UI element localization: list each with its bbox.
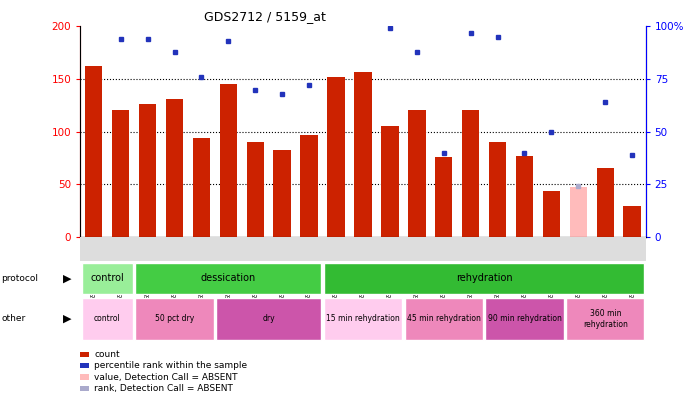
- Bar: [327, 77, 345, 237]
- Bar: [139, 104, 156, 237]
- Text: ▶: ▶: [63, 314, 71, 324]
- Bar: [516, 156, 533, 237]
- Bar: [85, 66, 103, 237]
- Bar: [566, 298, 644, 340]
- Bar: [462, 109, 480, 237]
- Bar: [82, 263, 133, 294]
- Text: count: count: [94, 350, 120, 359]
- Text: percentile rank within the sample: percentile rank within the sample: [94, 361, 247, 370]
- Bar: [324, 263, 644, 294]
- Bar: [246, 142, 264, 237]
- Bar: [435, 157, 452, 237]
- Bar: [324, 298, 402, 340]
- Bar: [489, 142, 506, 237]
- Bar: [623, 207, 641, 237]
- Bar: [193, 138, 210, 237]
- Text: control: control: [94, 314, 121, 324]
- Bar: [274, 149, 291, 237]
- Bar: [112, 109, 129, 237]
- Bar: [570, 188, 587, 237]
- Bar: [135, 298, 214, 340]
- Bar: [165, 99, 184, 237]
- Text: ▶: ▶: [63, 273, 71, 283]
- Text: 360 min
rehydration: 360 min rehydration: [583, 309, 628, 328]
- Bar: [408, 109, 426, 237]
- Bar: [354, 72, 372, 237]
- Bar: [542, 191, 560, 237]
- Text: rehydration: rehydration: [456, 273, 512, 283]
- Text: 45 min rehydration: 45 min rehydration: [407, 314, 481, 324]
- Bar: [216, 298, 321, 340]
- Text: other: other: [1, 314, 26, 324]
- Bar: [220, 84, 237, 237]
- Text: dessication: dessication: [201, 273, 256, 283]
- Text: dry: dry: [262, 314, 275, 324]
- Bar: [485, 298, 563, 340]
- Text: 90 min rehydration: 90 min rehydration: [488, 314, 561, 324]
- Text: 15 min rehydration: 15 min rehydration: [326, 314, 400, 324]
- Text: value, Detection Call = ABSENT: value, Detection Call = ABSENT: [94, 373, 238, 382]
- Text: GDS2712 / 5159_at: GDS2712 / 5159_at: [205, 10, 326, 23]
- Bar: [597, 168, 614, 237]
- Text: control: control: [90, 273, 124, 283]
- Bar: [405, 298, 483, 340]
- Text: protocol: protocol: [1, 274, 38, 283]
- Bar: [300, 135, 318, 237]
- Text: rank, Detection Call = ABSENT: rank, Detection Call = ABSENT: [94, 384, 233, 393]
- Text: 50 pct dry: 50 pct dry: [155, 314, 194, 324]
- Bar: [381, 126, 399, 237]
- Bar: [135, 263, 321, 294]
- Bar: [82, 298, 133, 340]
